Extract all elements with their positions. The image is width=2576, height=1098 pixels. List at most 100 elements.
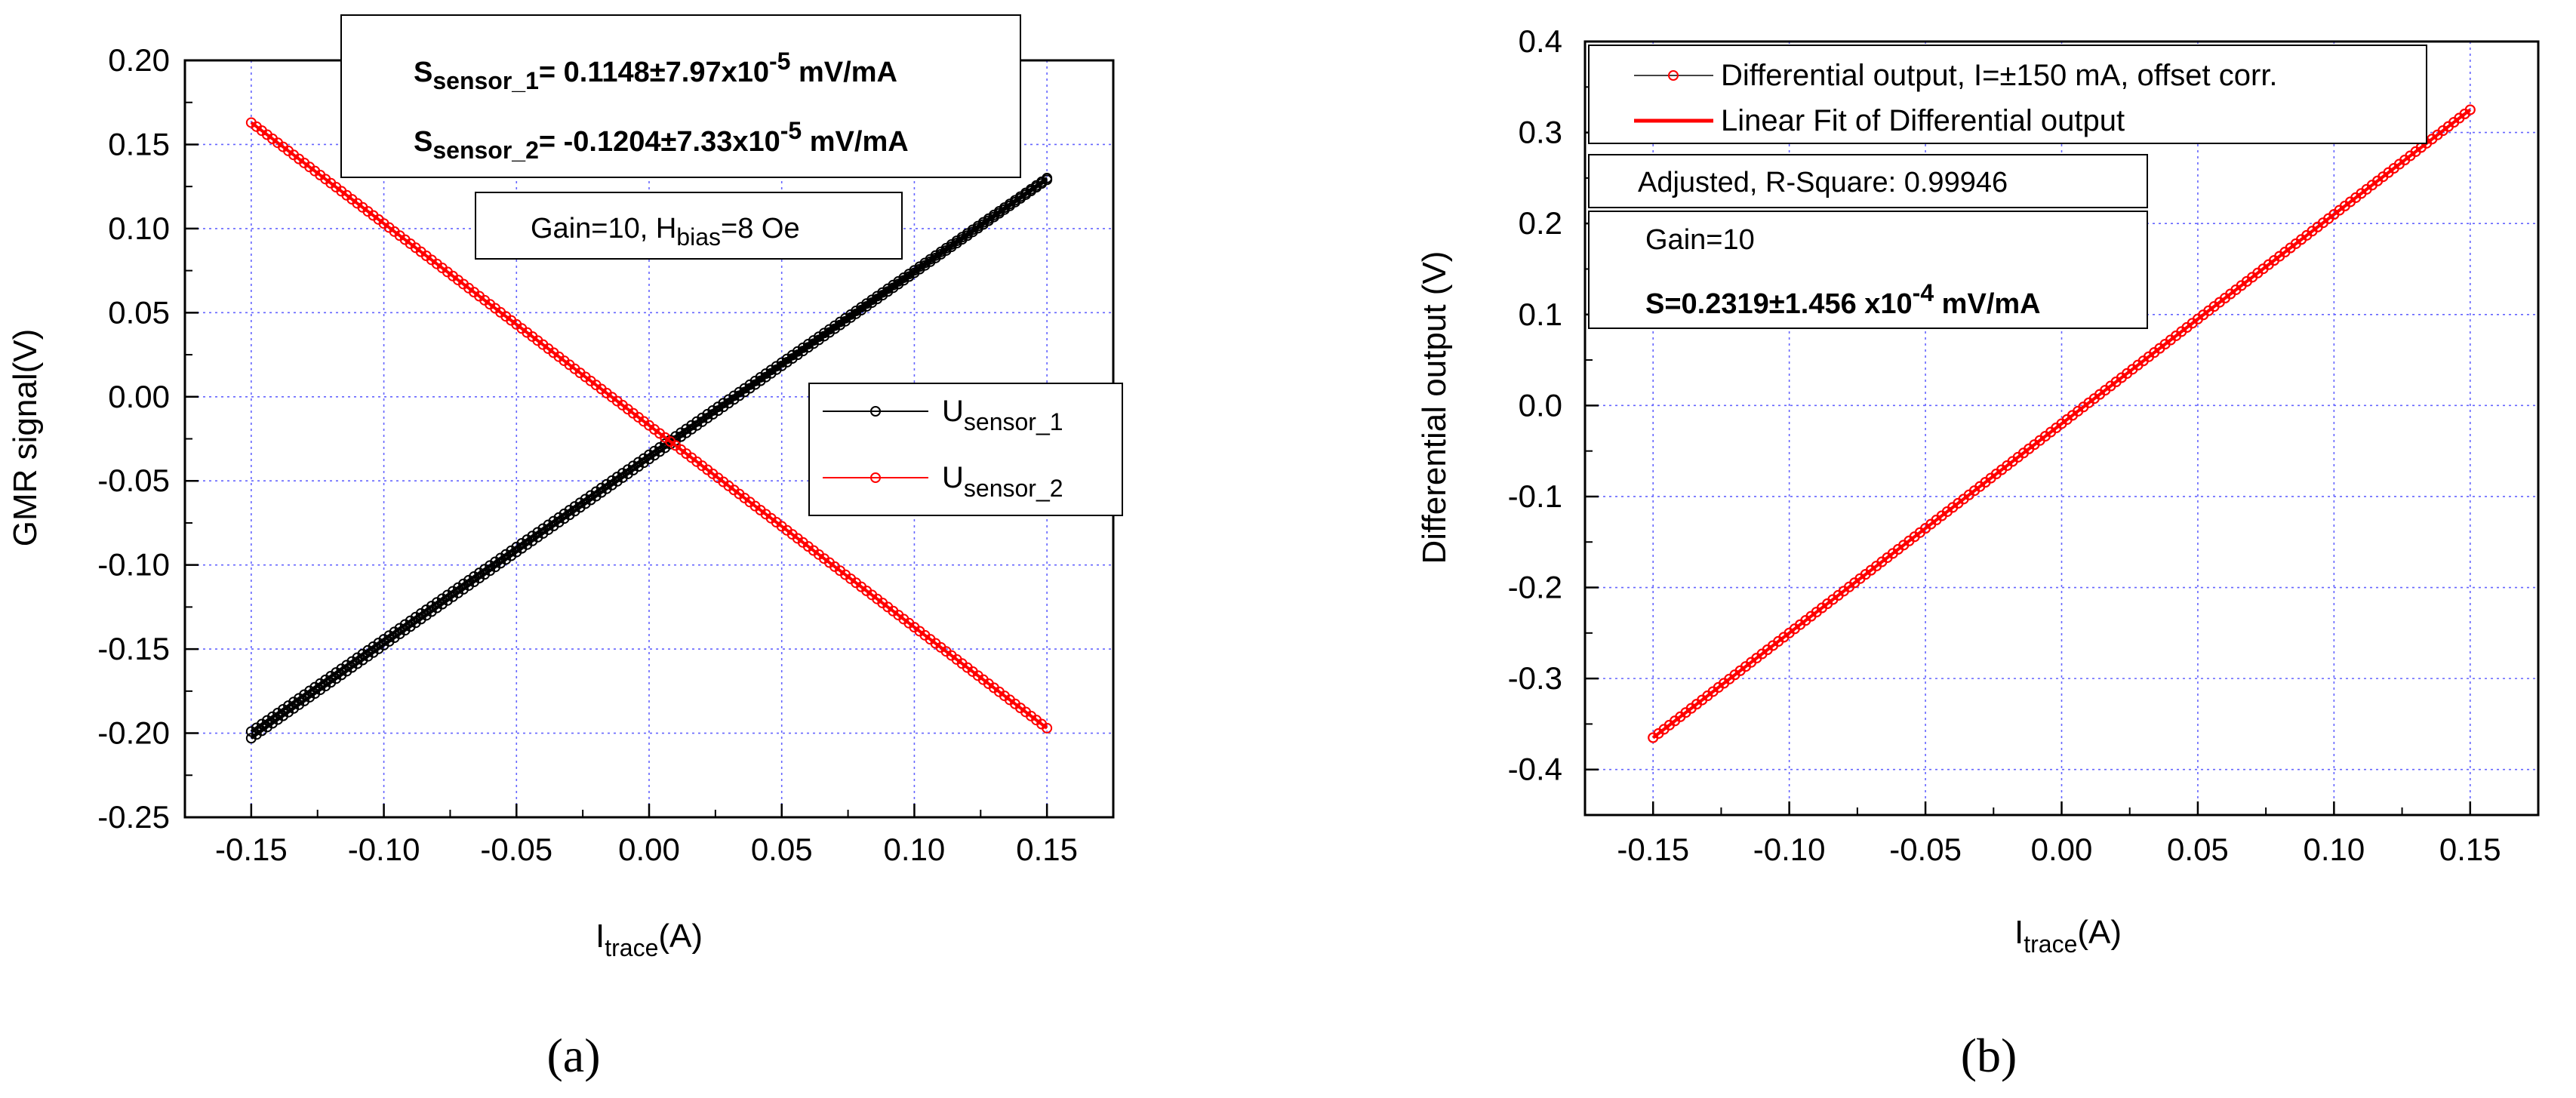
data-point	[728, 390, 740, 401]
data-point	[786, 349, 798, 361]
data-point	[469, 571, 480, 583]
y-tick-label: 0.4	[1519, 23, 1562, 59]
data-point	[1026, 183, 1037, 195]
y-tick-label: 0.2	[1519, 205, 1562, 241]
x-tick-label: 0.15	[2439, 832, 2501, 867]
data-point	[511, 541, 522, 552]
data-point	[840, 312, 851, 324]
panel-b-ylabel: Differential output (V)	[1416, 251, 1453, 564]
data-point	[988, 209, 999, 220]
x-tick-label: 0.05	[751, 832, 813, 867]
data-point	[967, 224, 978, 235]
y-tick-label: 0.1	[1519, 297, 1562, 332]
data-point	[707, 405, 719, 417]
data-point	[627, 460, 639, 472]
panel-a-s1-annotation: Ssensor_1= 0.1148±7.97x10-5 mV/mA	[414, 48, 897, 94]
data-point	[792, 346, 803, 357]
data-point	[845, 309, 857, 320]
data-point	[903, 269, 915, 280]
data-point	[877, 287, 888, 298]
data-point	[914, 261, 925, 272]
data-point	[278, 703, 289, 715]
data-point	[447, 586, 458, 597]
data-point	[506, 545, 517, 556]
data-point	[962, 228, 973, 239]
data-point	[946, 239, 957, 251]
data-point	[527, 531, 538, 542]
data-point	[749, 375, 761, 386]
x-tick-label: -0.10	[348, 832, 420, 867]
data-point	[304, 685, 315, 697]
data-point	[999, 202, 1010, 214]
data-point	[771, 361, 782, 372]
panel-a-ticks	[185, 59, 1048, 819]
data-point	[580, 494, 591, 505]
x-tick-label: -0.15	[1617, 832, 1689, 867]
data-point	[362, 644, 374, 656]
panel-b-slope-annotation: S=0.2319±1.456 x10-4 mV/mA	[1645, 279, 2041, 320]
data-point	[1020, 187, 1032, 198]
data-point	[325, 670, 337, 681]
panel-b-rsquare-annotation: Adjusted, R-Square: 0.99946	[1638, 167, 2008, 198]
data-point	[266, 711, 278, 722]
data-point	[590, 486, 602, 497]
panel-b-legend-item-fit: Linear Fit of Differential output	[1634, 104, 2125, 137]
panel-b-legend-box	[1588, 45, 2427, 144]
data-point	[516, 538, 528, 549]
data-point	[712, 401, 724, 413]
legend-label-fit: Linear Fit of Differential output	[1721, 104, 2125, 137]
data-point	[829, 320, 840, 331]
x-tick-label: 0.10	[884, 832, 946, 867]
data-point	[251, 722, 262, 734]
data-point	[532, 527, 543, 538]
data-point	[373, 637, 384, 648]
data-point	[431, 597, 442, 608]
data-point	[723, 394, 734, 405]
data-point	[1004, 198, 1015, 210]
y-tick-label: 0.05	[108, 294, 170, 330]
data-point	[1042, 722, 1053, 734]
data-point	[553, 512, 565, 523]
y-tick-label: -0.3	[1508, 660, 1562, 696]
y-tick-label: -0.2	[1508, 570, 1562, 605]
panel-a-sensitivity-box	[340, 14, 1021, 178]
data-point	[569, 501, 580, 512]
series-line	[250, 121, 1048, 730]
data-point	[802, 339, 814, 350]
data-point	[485, 560, 496, 571]
y-tick-label: -0.25	[97, 799, 170, 835]
data-point	[893, 275, 904, 287]
data-point	[919, 257, 931, 269]
panel-b-rsquare-box	[1588, 154, 2148, 208]
panel-b-slope-box	[1588, 211, 2148, 329]
panel-a-gain-annotation: Gain=10, Hbias=8 Oe	[531, 213, 800, 251]
data-point	[686, 420, 697, 431]
data-point	[601, 478, 612, 490]
data-point	[781, 353, 792, 364]
data-point	[389, 626, 400, 638]
legend-marker-sensor-2	[870, 472, 881, 483]
data-point	[835, 316, 846, 328]
panel-b-series	[1648, 104, 2476, 743]
data-point	[283, 700, 294, 712]
series-line	[1651, 108, 2472, 740]
y-tick-label: -0.15	[97, 631, 170, 666]
data-point	[320, 674, 331, 685]
data-point	[872, 291, 883, 302]
y-tick-label: 0.20	[108, 42, 170, 78]
data-point	[245, 726, 257, 737]
panel-a-legend-box	[808, 383, 1123, 516]
legend-label-sensor-2: Usensor_2	[942, 461, 1063, 502]
y-tick-label: 0.15	[108, 126, 170, 161]
data-point	[537, 523, 549, 534]
panel-a: -0.15 -0.10 -0.05 0.00 0.05 0.10 0.15 0.20 0.15 0…	[7, 14, 1123, 1082]
y-tick-label: -0.1	[1508, 478, 1562, 514]
data-point	[346, 656, 358, 667]
data-point	[898, 272, 909, 284]
y-tick-label: -0.20	[97, 715, 170, 751]
panel-b-label: (b)	[1961, 1029, 2017, 1082]
data-point	[383, 630, 395, 641]
data-point	[522, 534, 533, 546]
panel-a-tick-labels: -0.15 -0.10 -0.05 0.00 0.05 0.10 0.15 0.20 0.15 0…	[97, 42, 1078, 867]
